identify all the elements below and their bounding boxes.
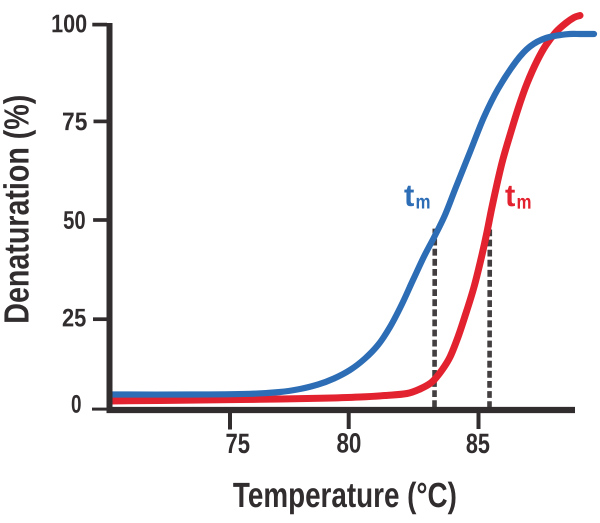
svg-text:t: t (505, 178, 515, 213)
svg-text:t: t (404, 178, 414, 213)
svg-text:50: 50 (63, 207, 86, 235)
svg-text:m: m (416, 192, 431, 214)
svg-text:25: 25 (62, 304, 86, 332)
svg-text:85: 85 (466, 428, 490, 459)
svg-text:75: 75 (62, 108, 87, 136)
svg-text:Denaturation (%): Denaturation (%) (0, 95, 37, 324)
svg-text:Temperature (°C): Temperature (°C) (233, 476, 457, 515)
svg-text:80: 80 (336, 428, 361, 459)
svg-text:0: 0 (71, 391, 82, 419)
svg-text:m: m (517, 192, 532, 214)
svg-text:75: 75 (225, 428, 250, 459)
svg-text:100: 100 (51, 10, 87, 38)
